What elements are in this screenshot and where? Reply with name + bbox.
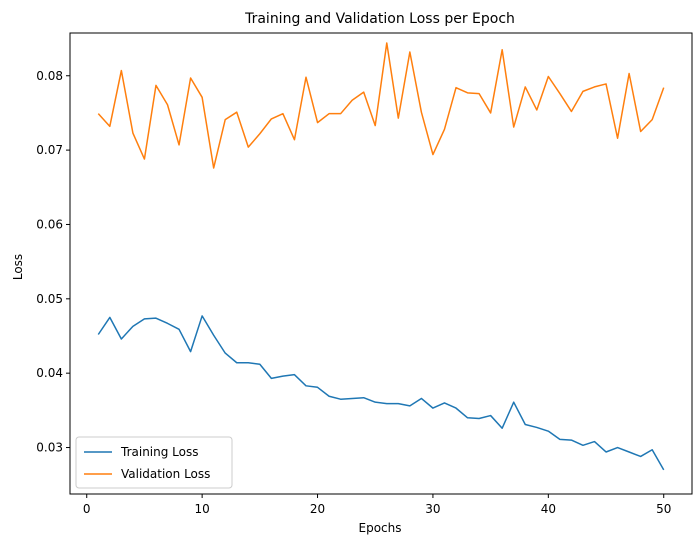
- x-tick-label: 40: [541, 502, 556, 516]
- x-tick-label: 20: [310, 502, 325, 516]
- series-layer: [97, 42, 665, 471]
- legend-label-training: Training Loss: [120, 445, 198, 459]
- y-axis-ticks: 0.03 0.04 0.05 0.06 0.07 0.08: [36, 69, 70, 455]
- y-tick-label: 0.08: [36, 69, 63, 83]
- y-axis-label: Loss: [11, 254, 25, 280]
- plot-area-frame: [69, 32, 693, 495]
- x-tick-label: 50: [656, 502, 671, 516]
- x-axis-label: Epochs: [359, 521, 402, 535]
- x-tick-label: 0: [83, 502, 91, 516]
- y-tick-label: 0.04: [36, 366, 63, 380]
- x-tick-label: 10: [194, 502, 209, 516]
- validation-loss-line: [97, 42, 665, 169]
- y-tick-label: 0.05: [36, 292, 63, 306]
- x-axis-ticks: 0 10 20 30 40 50: [83, 494, 671, 516]
- y-tick-label: 0.07: [36, 143, 63, 157]
- training-loss-line: [97, 315, 665, 471]
- chart-title: Training and Validation Loss per Epoch: [244, 11, 515, 27]
- legend: Training Loss Validation Loss: [75, 436, 233, 489]
- legend-box: [75, 436, 233, 489]
- x-tick-label: 30: [425, 502, 440, 516]
- legend-label-validation: Validation Loss: [121, 467, 210, 481]
- y-tick-label: 0.03: [36, 441, 63, 455]
- y-tick-label: 0.06: [36, 217, 63, 231]
